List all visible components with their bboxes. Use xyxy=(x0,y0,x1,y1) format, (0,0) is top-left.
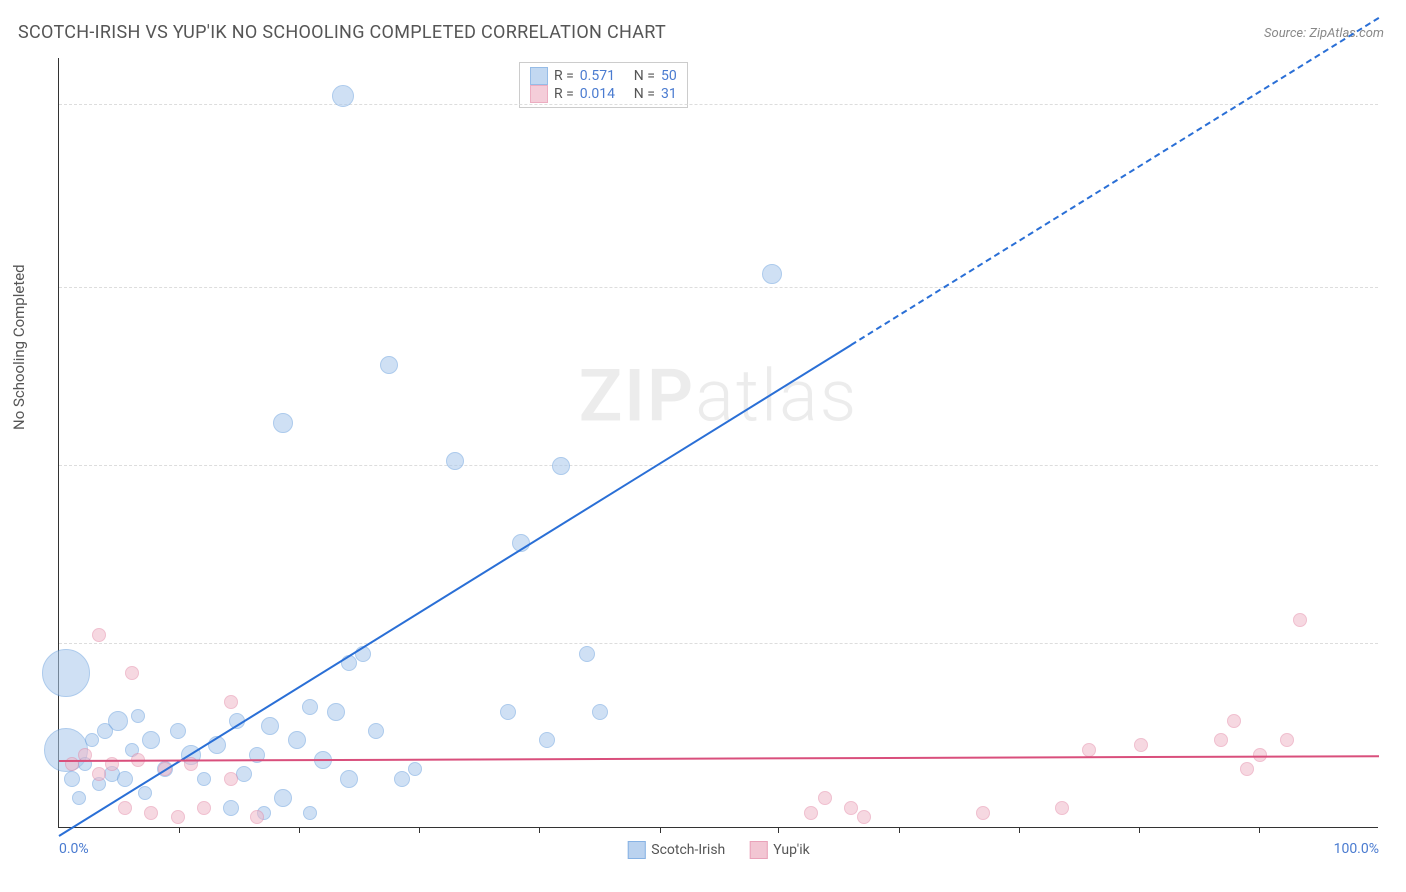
data-point xyxy=(579,646,595,662)
data-point xyxy=(539,732,555,748)
data-point xyxy=(340,770,358,788)
x-tick xyxy=(1259,827,1260,833)
gridline xyxy=(59,643,1378,644)
chart-title: SCOTCH-IRISH VS YUP'IK NO SCHOOLING COMP… xyxy=(18,22,666,43)
data-point xyxy=(224,772,238,786)
data-point xyxy=(446,452,464,470)
data-point xyxy=(818,791,832,805)
data-point xyxy=(500,704,516,720)
x-tick xyxy=(1139,827,1140,833)
y-axis-label: No Schooling Completed xyxy=(10,264,28,430)
legend-swatch xyxy=(749,841,767,859)
data-point xyxy=(224,695,238,709)
legend-r-value: 0.571 xyxy=(580,68,628,84)
data-point xyxy=(327,703,345,721)
data-point xyxy=(592,704,608,720)
data-point xyxy=(223,800,239,816)
data-point xyxy=(273,413,293,433)
legend-swatch xyxy=(530,85,548,103)
legend-swatch xyxy=(627,841,645,859)
data-point xyxy=(1240,762,1254,776)
data-point xyxy=(131,709,145,723)
data-point xyxy=(1082,743,1096,757)
legend-r-label: R = xyxy=(554,86,574,102)
data-point xyxy=(302,699,318,715)
data-point xyxy=(236,766,252,782)
data-point xyxy=(92,767,106,781)
data-point xyxy=(762,264,782,284)
legend-row: R = 0.571 N = 50 xyxy=(530,67,677,85)
x-tick xyxy=(660,827,661,833)
x-tick xyxy=(778,827,779,833)
data-point xyxy=(72,791,86,805)
data-point xyxy=(844,801,858,815)
data-point xyxy=(171,810,185,824)
data-point xyxy=(1293,613,1307,627)
x-tick xyxy=(419,827,420,833)
data-point xyxy=(552,457,570,475)
data-point xyxy=(118,801,132,815)
data-point xyxy=(1134,738,1148,752)
data-point xyxy=(1227,714,1241,728)
data-point xyxy=(380,356,398,374)
trend-line xyxy=(58,344,851,837)
correlation-legend: R = 0.571 N = 50 R = 0.014 N = 31 xyxy=(519,62,688,108)
scatter-plot-area: ZIPatlas R =0.571N =50R =0.014N =31 Scot… xyxy=(58,58,1378,828)
data-point xyxy=(108,711,128,731)
legend-n-label: N = xyxy=(634,68,655,84)
data-point xyxy=(288,731,306,749)
data-point xyxy=(85,733,99,747)
legend-r-label: R = xyxy=(554,68,574,84)
data-point xyxy=(250,810,264,824)
source-attribution: Source: ZipAtlas.com xyxy=(1264,26,1384,41)
data-point xyxy=(142,731,160,749)
gridline xyxy=(59,465,1378,466)
legend-row: R = 0.014 N = 31 xyxy=(530,85,677,103)
legend-series-name: Yup'ik xyxy=(773,842,809,858)
legend-n-value: 50 xyxy=(661,68,677,84)
data-point xyxy=(261,717,279,735)
legend-n-label: N = xyxy=(634,86,655,102)
x-tick xyxy=(179,827,180,833)
legend-item: Scotch-Irish xyxy=(627,841,725,859)
series-legend: Scotch-Irish Yup'ik xyxy=(627,841,810,859)
trend-line xyxy=(850,17,1379,346)
data-point xyxy=(197,801,211,815)
data-point xyxy=(368,723,384,739)
data-point xyxy=(394,771,410,787)
data-point xyxy=(274,789,292,807)
data-point xyxy=(197,772,211,786)
data-point xyxy=(42,649,90,697)
data-point xyxy=(303,806,317,820)
data-point xyxy=(804,806,818,820)
data-point xyxy=(117,771,133,787)
gridline xyxy=(59,104,1378,105)
legend-n-value: 31 xyxy=(661,86,677,102)
data-point xyxy=(144,806,158,820)
legend-swatch xyxy=(530,67,548,85)
data-point xyxy=(1055,801,1069,815)
gridline xyxy=(59,287,1378,288)
data-point xyxy=(64,771,80,787)
data-point xyxy=(857,810,871,824)
x-tick xyxy=(899,827,900,833)
data-point xyxy=(1280,733,1294,747)
x-tick-label: 0.0% xyxy=(59,841,89,857)
x-tick xyxy=(539,827,540,833)
data-point xyxy=(170,723,186,739)
data-point xyxy=(138,786,152,800)
data-point xyxy=(1214,733,1228,747)
x-tick-label: 100.0% xyxy=(1334,841,1379,857)
data-point xyxy=(976,806,990,820)
legend-series-name: Scotch-Irish xyxy=(651,842,725,858)
legend-r-value: 0.014 xyxy=(580,86,628,102)
x-tick xyxy=(299,827,300,833)
legend-item: Yup'ik xyxy=(749,841,809,859)
data-point xyxy=(92,628,106,642)
data-point xyxy=(125,666,139,680)
x-tick xyxy=(1019,827,1020,833)
data-point xyxy=(408,762,422,776)
data-point xyxy=(332,85,354,107)
